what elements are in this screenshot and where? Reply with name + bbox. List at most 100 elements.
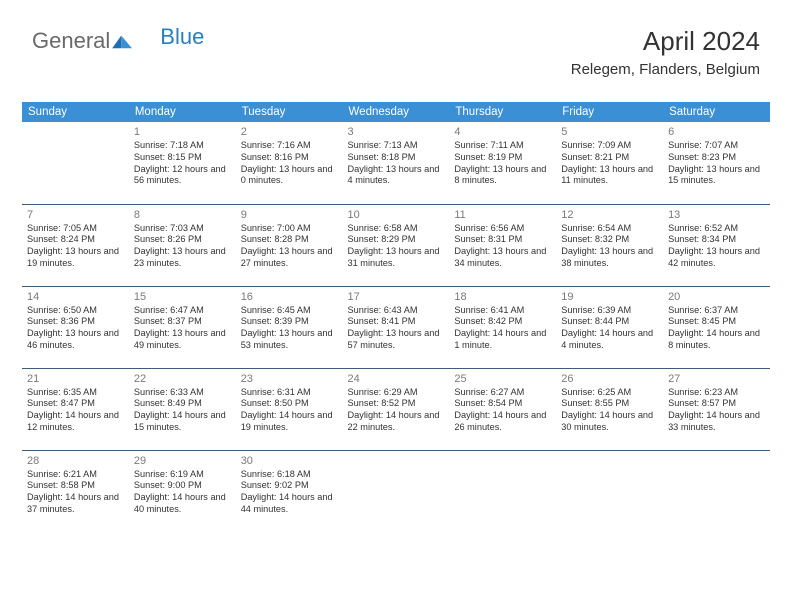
sunset-line: Sunset: 8:18 PM (348, 152, 445, 164)
daylight-line: Daylight: 13 hours and 23 minutes. (134, 246, 231, 270)
day-number: 25 (454, 372, 551, 386)
calendar-cell: 30Sunrise: 6:18 AMSunset: 9:02 PMDayligh… (236, 450, 343, 532)
day-number: 13 (668, 208, 765, 222)
calendar-cell: 5Sunrise: 7:09 AMSunset: 8:21 PMDaylight… (556, 122, 663, 204)
sunrise-line: Sunrise: 6:27 AM (454, 387, 551, 399)
sunset-line: Sunset: 8:29 PM (348, 234, 445, 246)
calendar-cell: 7Sunrise: 7:05 AMSunset: 8:24 PMDaylight… (22, 204, 129, 286)
calendar-week-row: 14Sunrise: 6:50 AMSunset: 8:36 PMDayligh… (22, 286, 770, 368)
day-number: 2 (241, 125, 338, 139)
calendar-cell: 14Sunrise: 6:50 AMSunset: 8:36 PMDayligh… (22, 286, 129, 368)
sunset-line: Sunset: 8:32 PM (561, 234, 658, 246)
daylight-line: Daylight: 14 hours and 15 minutes. (134, 410, 231, 434)
sunrise-line: Sunrise: 6:43 AM (348, 305, 445, 317)
sunset-line: Sunset: 8:21 PM (561, 152, 658, 164)
daylight-line: Daylight: 14 hours and 12 minutes. (27, 410, 124, 434)
day-header: Monday (129, 102, 236, 122)
day-number: 5 (561, 125, 658, 139)
calendar-cell: 3Sunrise: 7:13 AMSunset: 8:18 PMDaylight… (343, 122, 450, 204)
sunset-line: Sunset: 8:24 PM (27, 234, 124, 246)
location-text: Relegem, Flanders, Belgium (571, 61, 760, 78)
sunrise-line: Sunrise: 6:58 AM (348, 223, 445, 235)
calendar-cell: 27Sunrise: 6:23 AMSunset: 8:57 PMDayligh… (663, 368, 770, 450)
sunrise-line: Sunrise: 7:05 AM (27, 223, 124, 235)
sunset-line: Sunset: 8:23 PM (668, 152, 765, 164)
sunset-line: Sunset: 8:41 PM (348, 316, 445, 328)
calendar-week-row: 7Sunrise: 7:05 AMSunset: 8:24 PMDaylight… (22, 204, 770, 286)
day-number: 9 (241, 208, 338, 222)
daylight-line: Daylight: 13 hours and 53 minutes. (241, 328, 338, 352)
day-number: 10 (348, 208, 445, 222)
sunset-line: Sunset: 8:50 PM (241, 398, 338, 410)
day-number: 30 (241, 454, 338, 468)
daylight-line: Daylight: 14 hours and 37 minutes. (27, 492, 124, 516)
sunrise-line: Sunrise: 6:54 AM (561, 223, 658, 235)
calendar-week-row: 21Sunrise: 6:35 AMSunset: 8:47 PMDayligh… (22, 368, 770, 450)
sunset-line: Sunset: 8:49 PM (134, 398, 231, 410)
daylight-line: Daylight: 13 hours and 49 minutes. (134, 328, 231, 352)
day-number: 22 (134, 372, 231, 386)
day-number: 24 (348, 372, 445, 386)
daylight-line: Daylight: 13 hours and 0 minutes. (241, 164, 338, 188)
calendar-cell: 22Sunrise: 6:33 AMSunset: 8:49 PMDayligh… (129, 368, 236, 450)
sunset-line: Sunset: 8:36 PM (27, 316, 124, 328)
sunset-line: Sunset: 8:44 PM (561, 316, 658, 328)
calendar-cell: 11Sunrise: 6:56 AMSunset: 8:31 PMDayligh… (449, 204, 556, 286)
day-header: Friday (556, 102, 663, 122)
day-number: 29 (134, 454, 231, 468)
sunset-line: Sunset: 8:57 PM (668, 398, 765, 410)
daylight-line: Daylight: 13 hours and 11 minutes. (561, 164, 658, 188)
day-header: Thursday (449, 102, 556, 122)
sunset-line: Sunset: 8:45 PM (668, 316, 765, 328)
day-header: Saturday (663, 102, 770, 122)
sunrise-line: Sunrise: 6:35 AM (27, 387, 124, 399)
sunset-line: Sunset: 8:34 PM (668, 234, 765, 246)
logo: General Blue (32, 28, 204, 54)
sunset-line: Sunset: 9:00 PM (134, 480, 231, 492)
calendar-week-row: 28Sunrise: 6:21 AMSunset: 8:58 PMDayligh… (22, 450, 770, 532)
daylight-line: Daylight: 14 hours and 8 minutes. (668, 328, 765, 352)
daylight-line: Daylight: 13 hours and 42 minutes. (668, 246, 765, 270)
sunset-line: Sunset: 8:26 PM (134, 234, 231, 246)
day-number: 26 (561, 372, 658, 386)
calendar-cell: 6Sunrise: 7:07 AMSunset: 8:23 PMDaylight… (663, 122, 770, 204)
sunrise-line: Sunrise: 6:50 AM (27, 305, 124, 317)
logo-text-general: General (32, 28, 110, 54)
day-number: 8 (134, 208, 231, 222)
day-number: 21 (27, 372, 124, 386)
calendar-cell: 9Sunrise: 7:00 AMSunset: 8:28 PMDaylight… (236, 204, 343, 286)
daylight-line: Daylight: 13 hours and 27 minutes. (241, 246, 338, 270)
day-header: Wednesday (343, 102, 450, 122)
daylight-line: Daylight: 13 hours and 46 minutes. (27, 328, 124, 352)
day-number: 14 (27, 290, 124, 304)
daylight-line: Daylight: 14 hours and 19 minutes. (241, 410, 338, 434)
sunset-line: Sunset: 8:54 PM (454, 398, 551, 410)
daylight-line: Daylight: 13 hours and 4 minutes. (348, 164, 445, 188)
sunrise-line: Sunrise: 6:18 AM (241, 469, 338, 481)
calendar-cell (449, 450, 556, 532)
calendar-cell (343, 450, 450, 532)
sunrise-line: Sunrise: 6:23 AM (668, 387, 765, 399)
sunrise-line: Sunrise: 7:11 AM (454, 140, 551, 152)
sunrise-line: Sunrise: 6:21 AM (27, 469, 124, 481)
daylight-line: Daylight: 14 hours and 4 minutes. (561, 328, 658, 352)
daylight-line: Daylight: 14 hours and 22 minutes. (348, 410, 445, 434)
day-number: 1 (134, 125, 231, 139)
calendar-cell: 8Sunrise: 7:03 AMSunset: 8:26 PMDaylight… (129, 204, 236, 286)
daylight-line: Daylight: 14 hours and 33 minutes. (668, 410, 765, 434)
sunset-line: Sunset: 8:15 PM (134, 152, 231, 164)
daylight-line: Daylight: 14 hours and 44 minutes. (241, 492, 338, 516)
day-number: 11 (454, 208, 551, 222)
daylight-line: Daylight: 13 hours and 31 minutes. (348, 246, 445, 270)
sunset-line: Sunset: 8:37 PM (134, 316, 231, 328)
calendar-cell (556, 450, 663, 532)
sunrise-line: Sunrise: 6:39 AM (561, 305, 658, 317)
sunset-line: Sunset: 8:16 PM (241, 152, 338, 164)
calendar-cell: 19Sunrise: 6:39 AMSunset: 8:44 PMDayligh… (556, 286, 663, 368)
sunrise-line: Sunrise: 6:25 AM (561, 387, 658, 399)
sunrise-line: Sunrise: 6:19 AM (134, 469, 231, 481)
sunrise-line: Sunrise: 7:03 AM (134, 223, 231, 235)
daylight-line: Daylight: 12 hours and 56 minutes. (134, 164, 231, 188)
daylight-line: Daylight: 14 hours and 30 minutes. (561, 410, 658, 434)
sunrise-line: Sunrise: 6:56 AM (454, 223, 551, 235)
